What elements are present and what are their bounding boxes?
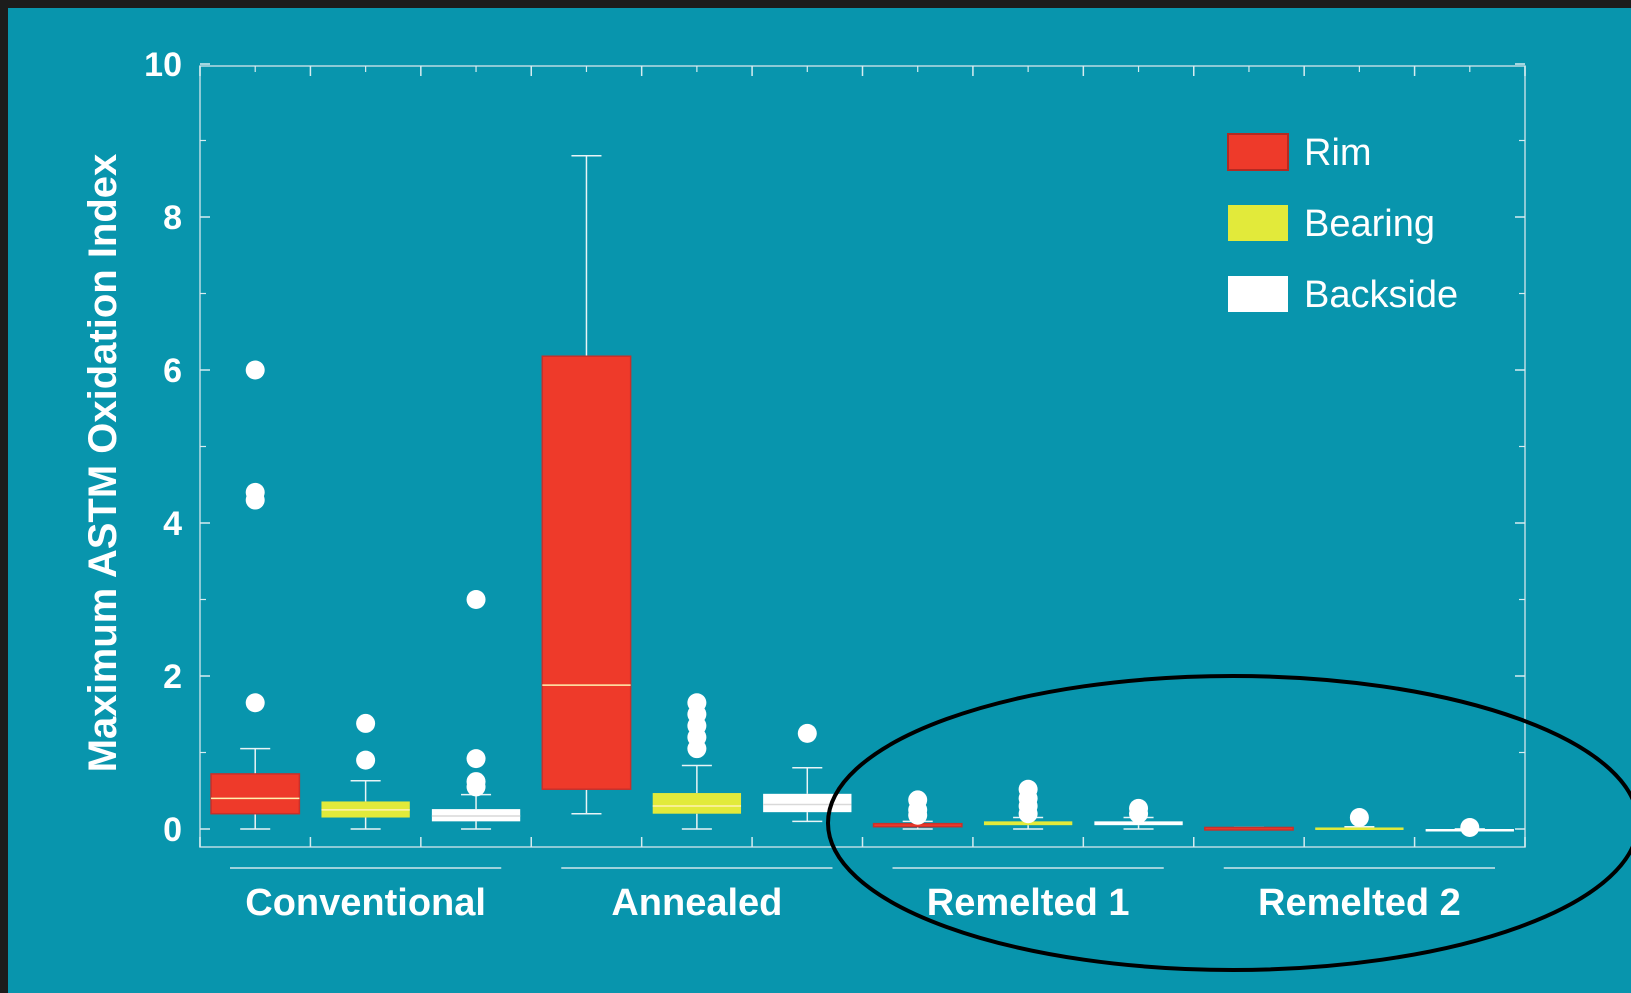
box-backside-remelted-2 bbox=[1425, 817, 1514, 837]
x-group-label: Remelted 2 bbox=[1258, 882, 1461, 924]
outlier-point bbox=[466, 772, 486, 792]
axis-ticks bbox=[199, 63, 1526, 847]
x-group-label: Remelted 1 bbox=[927, 882, 1130, 924]
box-series bbox=[210, 155, 1514, 837]
legend-swatch-backside bbox=[1228, 276, 1288, 312]
y-tick-label: 10 bbox=[144, 46, 182, 84]
box-rim-conventional bbox=[210, 360, 301, 830]
outlier-point bbox=[1129, 798, 1149, 818]
y-tick-label: 2 bbox=[163, 658, 182, 696]
legend: Rim Bearing Backside bbox=[1227, 132, 1458, 316]
box-rim-remelted-2 bbox=[1204, 826, 1294, 831]
box-backside-annealed bbox=[763, 723, 852, 823]
outlier-point bbox=[687, 693, 707, 713]
legend-swatch-rim bbox=[1227, 133, 1289, 171]
box-body bbox=[983, 821, 1073, 826]
box-rim-annealed bbox=[541, 155, 632, 815]
outlier-point bbox=[356, 750, 376, 770]
box-rim-remelted-1 bbox=[872, 790, 963, 830]
outlier-point bbox=[356, 713, 376, 733]
y-axis-title: Maximum ASTM Oxidation Index bbox=[81, 154, 125, 773]
box-backside-remelted-1 bbox=[1094, 798, 1183, 830]
x-group-label: Annealed bbox=[611, 882, 782, 924]
box-body bbox=[1094, 821, 1183, 826]
box-body bbox=[763, 793, 852, 813]
highlight-ellipse bbox=[826, 674, 1631, 972]
y-tick-labels: 0 2 4 6 8 10 bbox=[144, 46, 182, 849]
box-body bbox=[541, 355, 632, 790]
legend-label-bearing: Bearing bbox=[1304, 203, 1435, 245]
outlier-point bbox=[245, 482, 265, 502]
plot-area bbox=[199, 65, 1526, 848]
legend-label-backside: Backside bbox=[1304, 274, 1458, 316]
box-body bbox=[431, 809, 521, 822]
outlier-point bbox=[245, 693, 265, 713]
outlier-point bbox=[1460, 817, 1480, 837]
box-bearing-remelted-2 bbox=[1315, 808, 1404, 830]
box-backside-conventional bbox=[431, 590, 521, 830]
y-tick-label: 6 bbox=[163, 352, 182, 390]
y-tick-label: 8 bbox=[163, 199, 182, 237]
outlier-point bbox=[466, 749, 486, 769]
x-group-label: Conventional bbox=[245, 882, 486, 924]
outlier-point bbox=[908, 790, 928, 810]
legend-label-rim: Rim bbox=[1304, 132, 1372, 174]
y-tick-label: 4 bbox=[163, 505, 182, 543]
box-bearing-annealed bbox=[652, 693, 742, 830]
outlier-point bbox=[1018, 779, 1038, 799]
outlier-point bbox=[245, 360, 265, 380]
y-tick-label: 0 bbox=[163, 811, 182, 849]
legend-swatch-bearing bbox=[1228, 205, 1288, 241]
chart-frame: 0 2 4 6 8 10 Maximum ASTM Oxidation Index Con… bbox=[8, 8, 1631, 993]
box-body bbox=[652, 793, 742, 814]
boxplot-chart: 0 2 4 6 8 10 Maximum ASTM Oxidation Index Con… bbox=[81, 46, 1631, 972]
box-body bbox=[1204, 826, 1294, 831]
box-body bbox=[1315, 827, 1404, 830]
box-bearing-conventional bbox=[321, 713, 410, 830]
outlier-point bbox=[797, 723, 817, 743]
outlier-point bbox=[466, 590, 486, 609]
outlier-point bbox=[1349, 808, 1369, 828]
box-bearing-remelted-1 bbox=[983, 779, 1073, 830]
box-body bbox=[210, 773, 301, 815]
group-axis: Conventional Annealed Remelted 1 Remelted 2 bbox=[230, 867, 1495, 924]
